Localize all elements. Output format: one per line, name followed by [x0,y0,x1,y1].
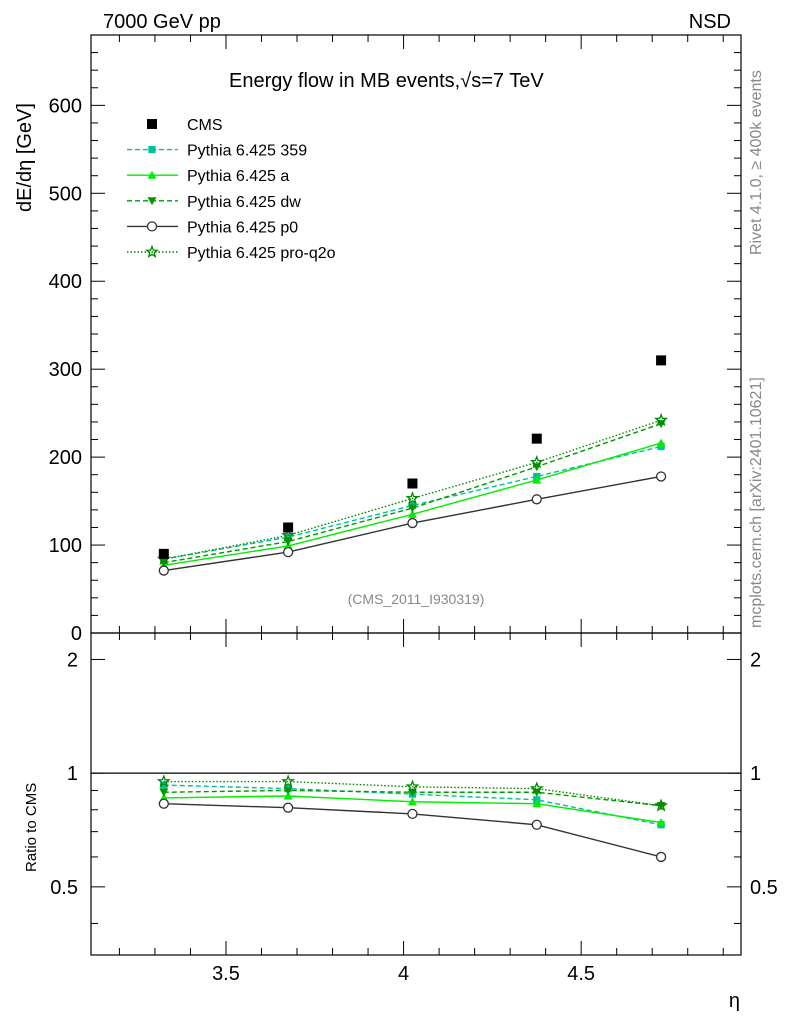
ratio-y-tick-label: 1 [67,763,78,785]
ratio-point-pythia-6-425-pro-q2o [156,774,171,788]
ratio-y-tick-label-right: 2 [750,649,761,671]
ratio-line-pythia-6-425-pro-q2o [163,780,662,807]
main-line-pythia-6-425-pro-q2o [163,419,662,560]
legend-label-pythia-6-425-359: Pythia 6.425 359 [187,143,307,160]
x-tick-label: 4 [398,963,409,985]
main-y-axis-title: dE/dη [GeV] [14,103,36,212]
main-y-tick-label: 600 [49,95,82,117]
legend-label-cms: CMS [187,117,223,134]
main-point-cms [158,548,169,559]
ratio-point-pythia-6-425-a [407,797,417,806]
ratio-point-pythia-6-425-p0 [158,798,169,809]
main-y-tick-label: 200 [49,447,82,469]
ratio-point-pythia-6-425-p0 [407,808,418,820]
ratio-point-pythia-6-425-359 [160,781,168,789]
ratio-point-pythia-6-425-dw [159,788,169,797]
main-point-pythia-6-425-p0 [531,494,542,505]
ratio-panel-ticks: 3.5 4 4.5 0.5 0.5 1 1 2 2 [50,633,778,985]
main-point-pythia-6-425-pro-q2o [529,455,544,469]
rivet-version-label: Rivet 4.1.0, ≥ 400k events [748,70,765,255]
ratio-y-tick-label-right: 1 [750,763,761,785]
main-point-cms [656,355,667,366]
main-point-pythia-6-425-p0 [655,471,667,482]
ratio-point-pythia-6-425-dw [283,786,293,795]
ratio-y-tick-label-right: 0.5 [750,877,778,899]
main-y-tick-label: 100 [49,535,82,557]
main-panel-series [156,355,669,576]
main-point-pythia-6-425-p0 [282,546,294,558]
main-point-pythia-6-425-pro-q2o [281,528,296,542]
ratio-y-tick-label: 2 [67,649,78,671]
main-point-cms [283,522,294,533]
ratio-y-tick-label: 0.5 [50,877,78,899]
ratio-point-pythia-6-425-pro-q2o [281,774,296,788]
legend-marker-cms [147,119,157,129]
x-axis-title: η [729,990,740,1012]
ratio-point-pythia-6-425-a [532,799,542,808]
main-line-pythia-6-425-359 [163,445,662,560]
ratio-point-pythia-6-425-pro-q2o [405,779,420,793]
main-point-pythia-6-425-dw [283,537,293,547]
chart-title: Energy flow in MB events,√s=7 TeV [229,70,544,92]
ratio-point-pythia-6-425-a [283,791,293,800]
process-label: NSD [689,11,731,33]
ratio-point-pythia-6-425-a [656,818,666,827]
ratio-panel-series [156,774,669,863]
legend-label-pythia-6-425-a: Pythia 6.425 a [187,168,289,185]
legend-marker-pythia-6-425-pro-q2o [145,244,159,258]
ratio-panel-frame [90,632,742,956]
main-point-cms [407,478,418,489]
legend-label-pythia-6-425-p0: Pythia 6.425 p0 [187,219,298,236]
main-line-pythia-6-425-dw [163,423,662,564]
ratio-point-pythia-6-425-pro-q2o [654,798,669,812]
chart-title-sqrt: √s=7 TeV [460,70,544,92]
legend-marker-pythia-6-425-p0 [146,221,158,232]
legend-marker-pythia-6-425-359 [148,146,156,154]
chart-title-text: Energy flow in MB events, [229,70,460,92]
main-point-pythia-6-425-pro-q2o [654,412,669,427]
main-point-pythia-6-425-a [656,438,666,447]
main-y-tick-label-zero: 0 [71,623,82,645]
main-y-tick-label: 300 [49,359,82,381]
ratio-point-pythia-6-425-p0 [655,851,667,863]
main-point-pythia-6-425-p0 [158,565,169,576]
ratio-point-pythia-6-425-p0 [282,802,294,813]
mcplots-label: mcplots.cern.ch [arXiv:2401.10621] [748,377,765,628]
main-point-cms [531,433,542,444]
x-tick-label: 4.5 [567,963,595,985]
legend-label-pythia-6-425-pro-q2o: Pythia 6.425 pro-q2o [187,245,336,262]
legend-marker-pythia-6-425-a [147,170,157,179]
main-point-pythia-6-425-dw [407,504,417,513]
legend-label-pythia-6-425-dw: Pythia 6.425 dw [187,194,301,211]
main-point-pythia-6-425-pro-q2o [405,491,420,505]
main-point-pythia-6-425-a [407,509,417,518]
beam-label: 7000 GeV pp [103,11,221,33]
main-y-tick-label: 400 [49,271,82,293]
main-point-pythia-6-425-a [532,475,542,484]
ratio-y-axis-title: Ratio to CMS [23,783,40,872]
legend-marker-pythia-6-425-dw [147,197,157,206]
main-y-tick-label: 500 [49,183,82,205]
main-point-pythia-6-425-p0 [407,517,418,529]
x-tick-label: 3.5 [212,963,240,985]
legend: CMS Pythia 6.425 359 Pythia 6.425 a Pythia … [127,117,336,262]
main-panel-ticks: 100 200 300 400 500 600 0 [49,34,741,645]
ratio-point-pythia-6-425-pro-q2o [529,781,544,795]
analysis-label: (CMS_2011_I930319) [348,591,485,607]
ratio-point-pythia-6-425-p0 [531,819,542,830]
